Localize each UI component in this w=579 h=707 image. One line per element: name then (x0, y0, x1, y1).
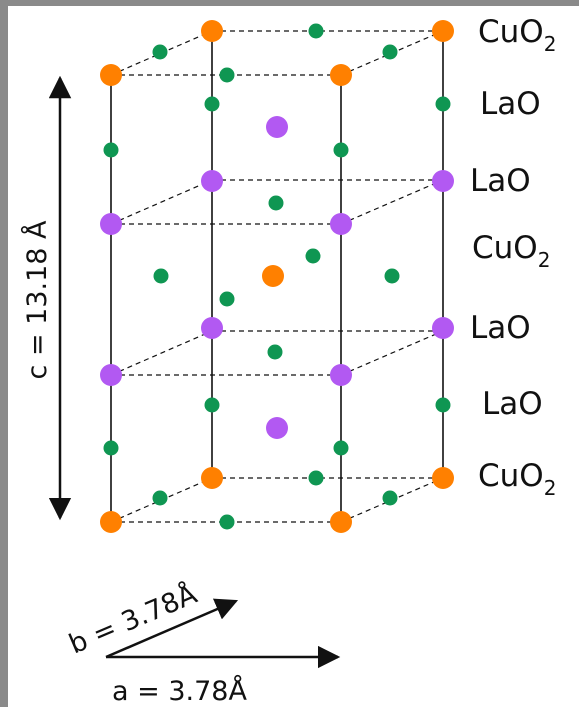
oxygen-atom (152, 44, 168, 60)
oxygen-atom (153, 268, 169, 284)
copper-atom (100, 64, 122, 86)
lanthanum-atom (432, 170, 454, 192)
oxygen-atom (103, 440, 119, 456)
c-axis-label: c = 13.18 Å (21, 220, 53, 380)
oxygen-atom (204, 96, 220, 112)
oxygen-atom (382, 490, 398, 506)
layer-label-cuo2-middle: CuO2 (472, 230, 550, 272)
plane-right-1 (340, 179, 444, 225)
layer-label-lao-2: LaO (470, 163, 531, 199)
oxygen-atom (219, 67, 235, 83)
lanthanum-atom (266, 417, 288, 439)
lanthanum-atom (330, 364, 352, 386)
oxygen-atom (103, 142, 119, 158)
copper-atom (201, 467, 223, 489)
lanthanum-atom (201, 170, 223, 192)
plane-right-2 (340, 330, 444, 376)
lanthanum-atom (432, 317, 454, 339)
oxygen-atom (333, 142, 349, 158)
copper-atom (432, 467, 454, 489)
plane-left-1 (110, 179, 213, 225)
copper-atom (330, 64, 352, 86)
layer-label-cuo2-top: CuO2 (478, 14, 556, 56)
unit-cell-atoms (100, 20, 454, 533)
plane-left-2 (110, 330, 213, 376)
lanthanum-atom (266, 116, 288, 138)
layer-label-cuo2-bottom: CuO2 (478, 458, 556, 500)
copper-atom (262, 265, 284, 287)
oxygen-atom (308, 470, 324, 486)
copper-atom (432, 20, 454, 42)
diagram-background (8, 6, 579, 707)
copper-atom (100, 511, 122, 533)
layer-label-lao-4: LaO (482, 386, 543, 422)
b-axis-arrow (105, 598, 239, 659)
oxygen-atom (219, 514, 235, 530)
oxygen-atom (204, 397, 220, 413)
oxygen-atom (267, 344, 283, 360)
lanthanum-atom (100, 364, 122, 386)
oxygen-atom (305, 248, 321, 264)
layer-label-lao-1: LaO (480, 86, 541, 122)
oxygen-atom (308, 23, 324, 39)
oxygen-atom (268, 195, 284, 211)
oxygen-atom (219, 291, 235, 307)
oxygen-atom (435, 397, 451, 413)
oxygen-atom (333, 440, 349, 456)
oxygen-atom (435, 96, 451, 112)
copper-atom (201, 20, 223, 42)
lanthanum-atom (330, 213, 352, 235)
layer-label-lao-3: LaO (470, 310, 531, 346)
a-axis-label: a = 3.78Å (112, 675, 247, 707)
lanthanum-atom (201, 317, 223, 339)
oxygen-atom (382, 44, 398, 60)
lanthanum-atom (100, 213, 122, 235)
copper-atom (330, 511, 352, 533)
oxygen-atom (152, 490, 168, 506)
oxygen-atom (384, 268, 400, 284)
